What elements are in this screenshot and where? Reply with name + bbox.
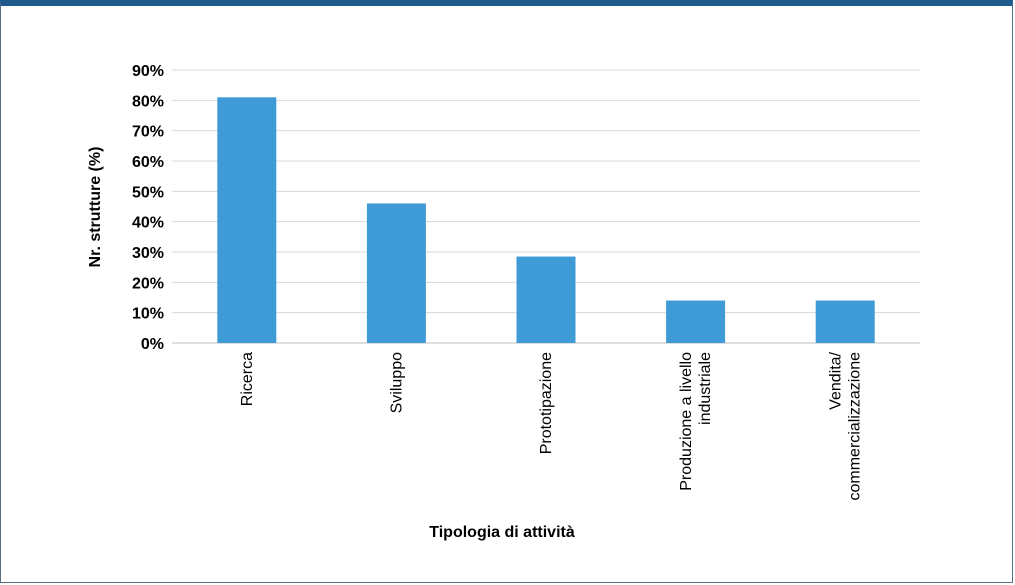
y-tick-label: 10% xyxy=(132,306,164,323)
x-tick-label: Produzione a livello industriale xyxy=(678,352,714,491)
y-tick-label: 40% xyxy=(132,215,164,232)
x-tick-label: Sviluppo xyxy=(388,352,405,413)
y-tick-label: 30% xyxy=(132,245,164,262)
x-tick-label: Vendita/commercializzazione xyxy=(828,351,864,500)
y-axis-title: Nr. strutture (%) xyxy=(87,147,104,268)
y-tick-label: 0% xyxy=(141,336,164,353)
y-tick-label: 70% xyxy=(132,124,164,141)
bars xyxy=(217,97,875,343)
bar xyxy=(366,203,426,343)
bar xyxy=(815,300,875,343)
bar xyxy=(217,97,277,343)
y-tick-label: 20% xyxy=(132,275,164,292)
gridlines xyxy=(172,69,920,344)
x-tick-label: Prototipazione xyxy=(538,352,555,454)
x-axis-title: Tipologia di attività xyxy=(429,524,575,541)
y-tick-labels: 0% 10% 20% 30% 40% 50% 60% 70% 80% 90% xyxy=(132,63,164,353)
x-tick-labels: Ricerca Sviluppo Prototipazione Produzione … xyxy=(239,351,864,500)
y-tick-label: 50% xyxy=(132,184,164,201)
x-tick-label: Ricerca xyxy=(239,352,256,406)
y-tick-label: 60% xyxy=(132,154,164,171)
bar xyxy=(666,300,726,343)
y-tick-label: 90% xyxy=(132,63,164,80)
bar xyxy=(516,256,576,343)
y-tick-label: 80% xyxy=(132,93,164,110)
